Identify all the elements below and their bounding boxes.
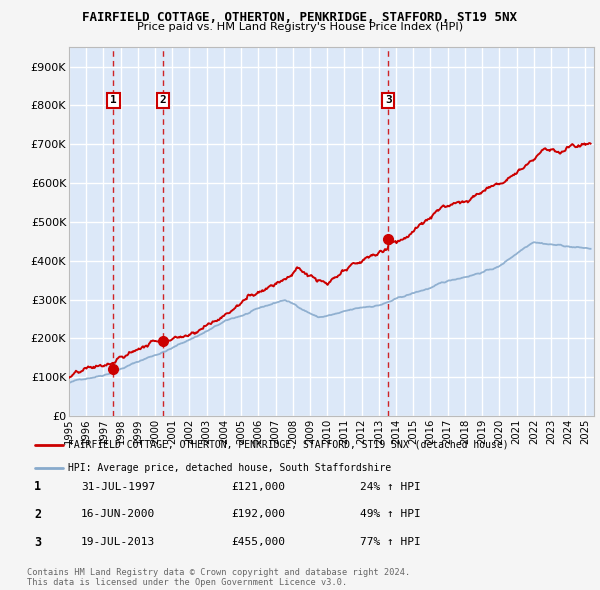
Text: 19-JUL-2013: 19-JUL-2013 [81, 537, 155, 547]
Text: FAIRFIELD COTTAGE, OTHERTON, PENKRIDGE, STAFFORD, ST19 5NX (detached house): FAIRFIELD COTTAGE, OTHERTON, PENKRIDGE, … [68, 440, 509, 450]
Text: 24% ↑ HPI: 24% ↑ HPI [360, 482, 421, 491]
Text: 49% ↑ HPI: 49% ↑ HPI [360, 510, 421, 519]
Text: FAIRFIELD COTTAGE, OTHERTON, PENKRIDGE, STAFFORD, ST19 5NX: FAIRFIELD COTTAGE, OTHERTON, PENKRIDGE, … [83, 11, 517, 24]
Text: 3: 3 [34, 536, 41, 549]
Text: 31-JUL-1997: 31-JUL-1997 [81, 482, 155, 491]
Text: 1: 1 [34, 480, 41, 493]
Text: 16-JUN-2000: 16-JUN-2000 [81, 510, 155, 519]
Text: £192,000: £192,000 [231, 510, 285, 519]
Text: Contains HM Land Registry data © Crown copyright and database right 2024.
This d: Contains HM Land Registry data © Crown c… [27, 568, 410, 587]
Text: Price paid vs. HM Land Registry's House Price Index (HPI): Price paid vs. HM Land Registry's House … [137, 22, 463, 32]
Text: 2: 2 [34, 508, 41, 521]
Text: 3: 3 [385, 96, 392, 105]
Text: £121,000: £121,000 [231, 482, 285, 491]
Text: HPI: Average price, detached house, South Staffordshire: HPI: Average price, detached house, Sout… [68, 463, 392, 473]
Text: 1: 1 [110, 96, 117, 105]
Text: £455,000: £455,000 [231, 537, 285, 547]
Text: 2: 2 [160, 96, 166, 105]
Text: 77% ↑ HPI: 77% ↑ HPI [360, 537, 421, 547]
